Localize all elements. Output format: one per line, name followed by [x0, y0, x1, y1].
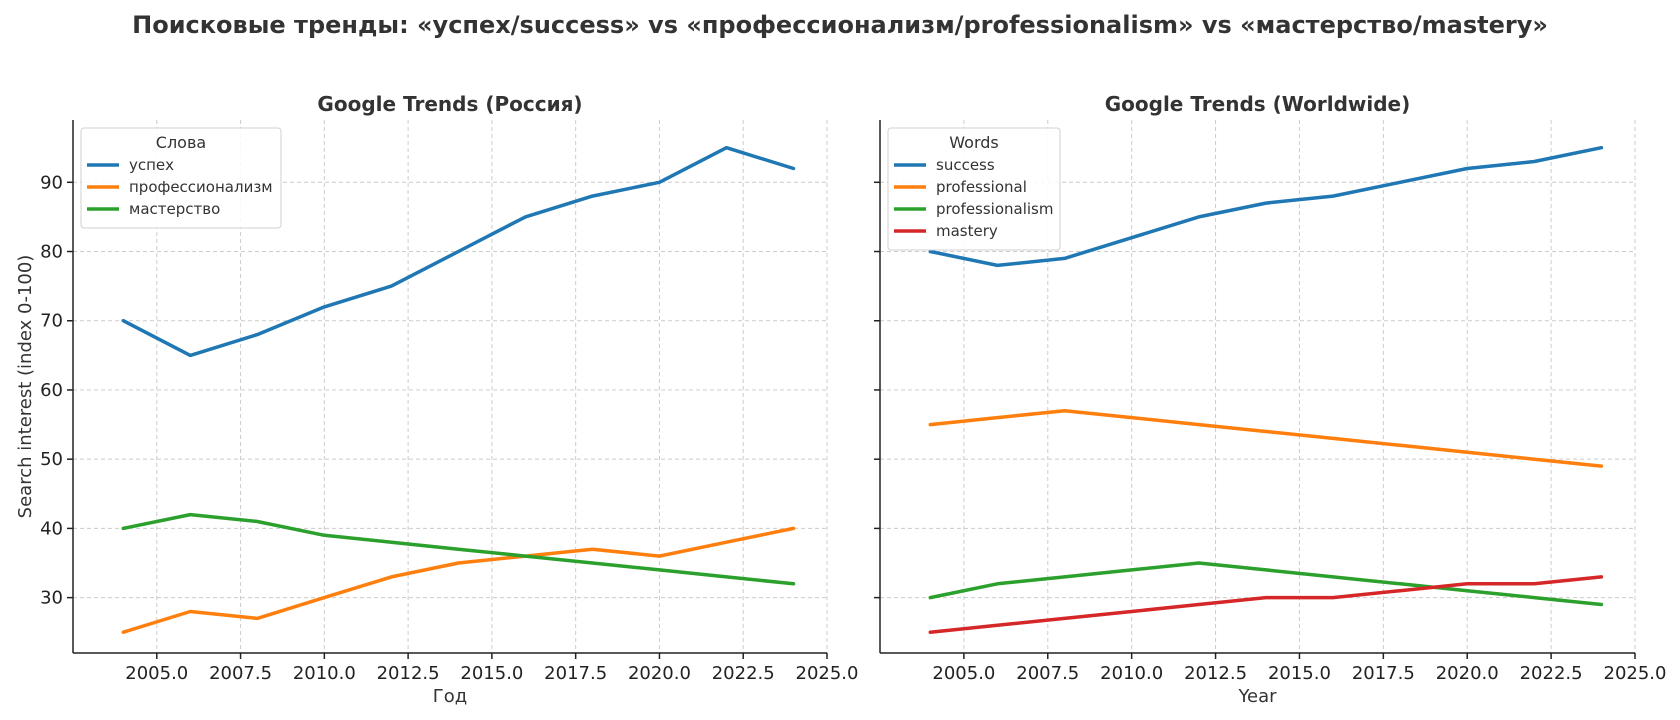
panel-title: Google Trends (Россия): [317, 92, 582, 116]
legend-title: Words: [949, 133, 998, 152]
x-tick-label: 2007.5: [209, 663, 272, 684]
x-tick-label: 2012.5: [1184, 663, 1247, 684]
x-axis-label: Year: [1237, 686, 1277, 707]
series-line-professional: [928, 408, 1604, 468]
panel-title: Google Trends (Worldwide): [1105, 92, 1411, 116]
y-tick-label: 90: [40, 172, 63, 193]
x-axis-label: Год: [433, 686, 467, 707]
legend-label: success: [936, 156, 995, 174]
x-tick-label: 2020.0: [628, 663, 691, 684]
legend-box: [80, 127, 282, 229]
legend: Words success professional professionalism m…: [887, 127, 1061, 251]
figure-title: Поисковые тренды: «успех/success» vs «пр…: [132, 11, 1548, 39]
x-tick-label: 2015.0: [1268, 663, 1331, 684]
legend-label: professional: [936, 178, 1027, 196]
legend: Слова успех профессионализм мастерство: [80, 127, 282, 229]
legend-label: профессионализм: [129, 178, 273, 196]
y-axis-label: Search interest (index 0-100): [15, 255, 36, 519]
x-tick-label: 2005.0: [932, 663, 995, 684]
x-tick-label: 2010.0: [1100, 663, 1163, 684]
x-tick-label: 2022.5: [712, 663, 775, 684]
legend-label: mastery: [936, 222, 998, 240]
series-line-professionalism: [928, 561, 1604, 607]
x-tick-label: 2017.5: [1352, 663, 1415, 684]
legend-box: [887, 127, 1061, 251]
series-line-мастерство: [121, 512, 796, 586]
series-line-профессионализм: [121, 526, 796, 634]
x-tick-label: 2012.5: [377, 663, 440, 684]
x-tick-label: 2005.0: [125, 663, 188, 684]
legend-label: professionalism: [936, 200, 1053, 218]
x-tick-label: 2025.0: [796, 663, 859, 684]
y-tick-label: 70: [40, 311, 63, 332]
x-tick-label: 2020.0: [1436, 663, 1499, 684]
y-tick-label: 60: [40, 380, 63, 401]
x-tick-label: 2015.0: [460, 663, 523, 684]
y-tick-label: 40: [40, 518, 63, 539]
series-line-success: [928, 145, 1604, 268]
x-tick-label: 2017.5: [544, 663, 607, 684]
x-tick-label: 2025.0: [1604, 663, 1667, 684]
panel-worldwide: 2005.0 2007.5 2010.0 2012.5 2015.0 2017.5 2020…: [874, 92, 1666, 707]
legend-title: Слова: [156, 133, 206, 152]
y-tick-label: 50: [40, 449, 63, 470]
y-tick-label: 80: [40, 242, 63, 263]
x-tick-label: 2010.0: [293, 663, 356, 684]
legend-label: мастерство: [129, 200, 220, 218]
series-line-mastery: [928, 575, 1604, 634]
panel-russia: 2005.0 2007.5 2010.0 2012.5 2015.0 2017.5 2020…: [15, 92, 858, 707]
legend-label: успех: [129, 156, 174, 174]
x-tick-label: 2022.5: [1520, 663, 1583, 684]
y-tick-label: 30: [40, 588, 63, 609]
x-tick-label: 2007.5: [1016, 663, 1079, 684]
series-line-успех: [121, 145, 796, 358]
